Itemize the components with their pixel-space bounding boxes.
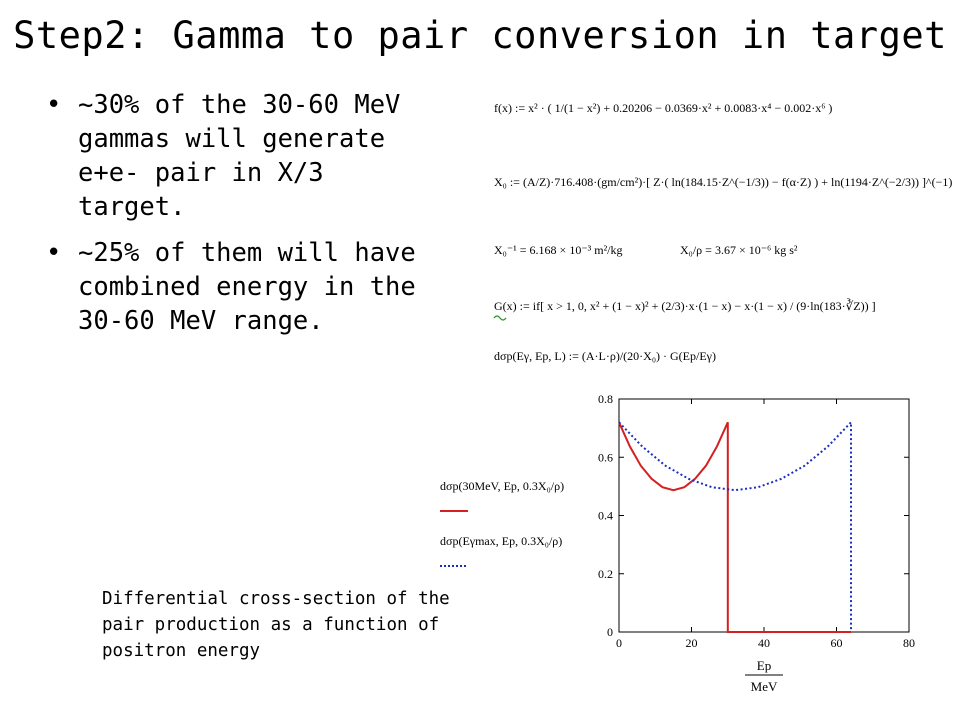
equation-x0: X₀ := (A/Z)·716.408·(gm/cm²)·[ Z·( ln(18… (494, 175, 952, 189)
y-tick-label: 0.8 (598, 392, 613, 406)
y-tick-label: 0.2 (598, 567, 613, 581)
x-axis-label-denominator: MeV (751, 679, 778, 694)
y-tick-label: 0.4 (598, 509, 613, 523)
x-axis-label-numerator: Ep (757, 658, 771, 673)
legend-blue-label: dσp(Eγmax, Ep, 0.3X₀/ρ) (440, 534, 562, 548)
equation-x0-over-rho: X₀/ρ = 3.67 × 10⁻⁶ kg s² (680, 243, 798, 257)
series-line-blue (618, 419, 852, 632)
x-tick-label: 60 (831, 636, 843, 650)
bullet-text: ~25% of them will have combined energy i… (78, 238, 416, 336)
equation-x0-inverse: X₀⁻¹ = 6.168 × 10⁻³ m²/kg (494, 243, 623, 257)
series-line-red (618, 421, 851, 633)
equation-f: f(x) := x² · ( 1/(1 − x²) + 0.20206 − 0.… (494, 101, 832, 115)
x-tick-label: 80 (903, 636, 915, 650)
slide-title: Step2: Gamma to pair conversion in targe… (13, 14, 947, 57)
x-tick-label: 20 (686, 636, 698, 650)
x-tick-label: 40 (758, 636, 770, 650)
bullet-dot-icon: • (46, 238, 62, 268)
y-tick-label: 0 (607, 625, 613, 639)
bullet-item: • ~30% of the 30-60 MeV gammas will gene… (42, 88, 442, 224)
bullet-list: • ~30% of the 30-60 MeV gammas will gene… (42, 88, 442, 350)
bullet-text: ~30% of the 30-60 MeV gammas will genera… (78, 90, 401, 222)
equation-g: G(x) := if[ x > 1, 0, x² + (1 − x)² + (2… (494, 299, 876, 313)
bullet-dot-icon: • (46, 90, 62, 120)
x-tick-label: 0 (616, 636, 622, 650)
y-tick-label: 0.6 (598, 450, 613, 464)
plot-frame (618, 398, 910, 633)
equation-dsigma: dσp(Eγ, Ep, L) := (A·L·ρ)/(20·X₀) · G(Ep… (494, 349, 716, 363)
bullet-item: • ~25% of them will have combined energy… (42, 236, 442, 338)
squiggle-marker (493, 315, 507, 321)
legend-red-label: dσp(30MeV, Ep, 0.3X₀/ρ) (440, 479, 564, 493)
figure-caption: Differential cross-section of the pair p… (102, 589, 450, 661)
